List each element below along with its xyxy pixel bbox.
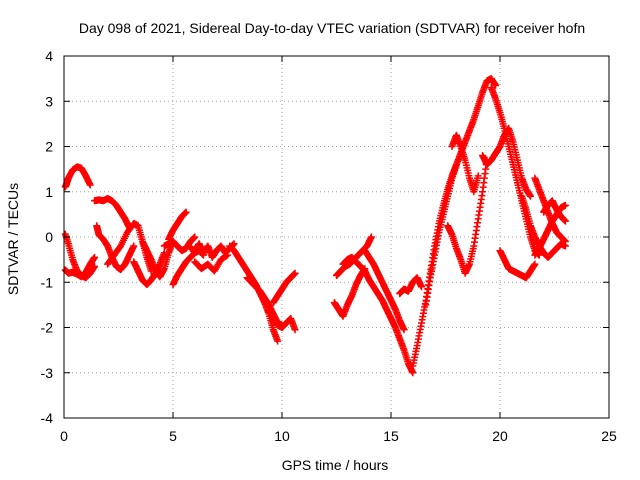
series-arc-m [191,251,231,275]
x-tick-label: 20 [492,428,508,444]
data-point [531,260,539,268]
data-point [561,217,569,225]
y-tick-label: 2 [45,139,53,155]
data-point [86,181,94,189]
data-point [400,326,408,334]
series-arc-f [104,219,155,275]
data-point [474,172,482,180]
series-arc-z [448,131,482,196]
y-tick-label: 4 [45,48,53,64]
x-axis-label: GPS time / hours [282,457,389,473]
data-point [367,233,375,241]
data-point [291,326,299,334]
data-point [561,201,569,209]
data-point [191,233,199,241]
x-tick-label: 5 [169,428,177,444]
series-arc-j [169,247,208,289]
series-arc-q [269,269,299,307]
series-arc-y [444,156,491,277]
series-arc-e [93,222,138,274]
data-point [291,269,299,277]
data-point [224,251,231,259]
series-arc-h [138,238,177,281]
y-tick-label: -1 [41,274,54,290]
plot-frame [63,55,610,419]
data-point [418,283,426,291]
data-point [130,242,138,250]
data-point [182,208,190,216]
y-tick-label: 0 [45,229,53,245]
series-arc-x [422,161,460,309]
series-arc-u [361,247,408,334]
series-arc-i [160,233,199,255]
points-layer [61,75,569,377]
series-arc-p [265,303,299,334]
data-point [230,240,238,248]
data-point [409,369,417,377]
series-arc-af [531,201,569,259]
series-arc-t [339,253,417,377]
series-arc-d [91,195,133,232]
y-tick-label: -2 [41,320,54,336]
y-axis-label: SDTVAR / TECUs [5,183,21,295]
data-point [561,238,569,246]
series-arc-ag [540,197,569,225]
data-point [274,337,282,345]
y-tick-label: -4 [41,410,54,426]
series-arc-k [165,208,190,243]
data-point [527,192,535,200]
series-arc-a [61,163,94,191]
x-tick-label: 15 [383,428,399,444]
y-tick-label: 3 [45,93,53,109]
series-arc-c [61,253,99,281]
data-point [91,253,99,261]
series-arc-ac [496,247,539,282]
x-tick-label: 25 [601,428,617,444]
y-tick-label: 1 [45,184,53,200]
x-tick-label: 0 [60,428,68,444]
data-point [452,161,460,169]
chart-title: Day 098 of 2021, Sidereal Day-to-day VTE… [79,20,585,36]
y-tick-label: -3 [41,365,54,381]
data-point [492,81,500,89]
series-arc-v [396,274,426,298]
x-tick-label: 10 [274,428,290,444]
